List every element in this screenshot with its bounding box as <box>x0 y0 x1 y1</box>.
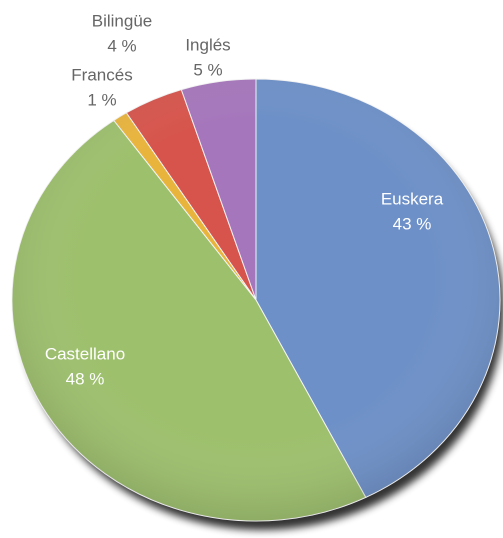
slice-label: Euskera <box>381 189 444 208</box>
value-label: 1 % <box>87 90 116 109</box>
slice-label: Bilingüe <box>92 11 153 30</box>
slice-label: Inglés <box>185 35 230 54</box>
value-label: 5 % <box>193 60 222 79</box>
value-label: 48 % <box>66 369 105 388</box>
value-label: 4 % <box>107 36 136 55</box>
slice-label: Francés <box>71 65 132 84</box>
slice-label: Castellano <box>45 344 125 363</box>
value-label: 43 % <box>393 214 432 233</box>
